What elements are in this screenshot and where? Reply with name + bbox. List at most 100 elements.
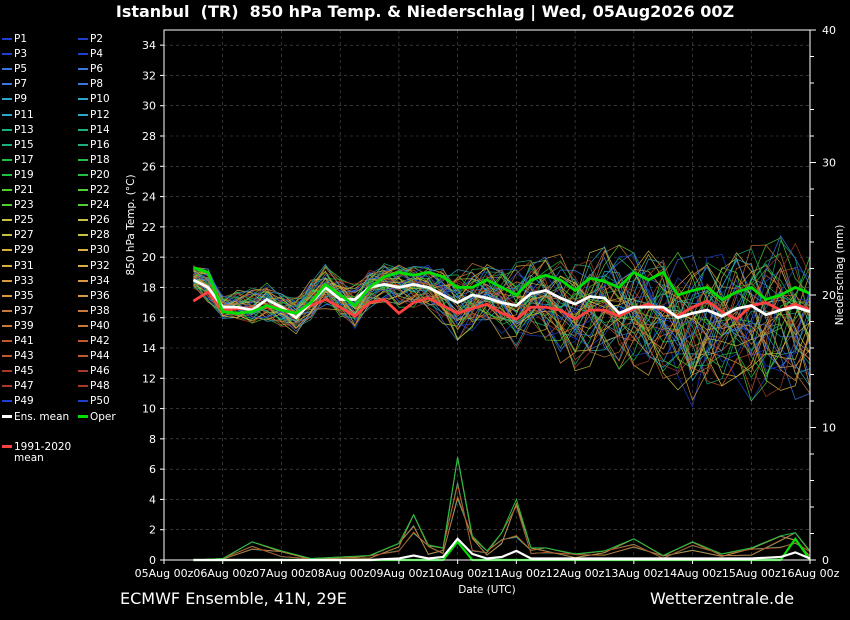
- precip-member-line: [193, 496, 811, 561]
- legend-item-p43: P43: [2, 349, 34, 363]
- legend-swatch: [2, 53, 12, 56]
- legend-swatch: [78, 53, 88, 56]
- legend-label: P9: [14, 93, 28, 106]
- y-right-tick-label: 10: [822, 422, 836, 435]
- legend-label: P6: [90, 63, 104, 76]
- legend-label: P2: [90, 33, 104, 45]
- y-right-axis-label: Niederschlag (mm): [834, 225, 846, 326]
- y-right-tick-label: 30: [822, 157, 836, 170]
- legend-swatch: [78, 158, 88, 161]
- legend-label: P5: [14, 63, 28, 76]
- legend-item-p20: P20: [78, 168, 110, 182]
- legend-swatch: [2, 355, 12, 358]
- member-line-P50: [193, 235, 811, 347]
- legend-label: P12: [90, 108, 110, 121]
- legend-swatch: [2, 264, 12, 267]
- x-tick-label: 09Aug 00z: [370, 567, 429, 580]
- y-right-tick-label: 20: [822, 289, 836, 302]
- legend-swatch: [78, 324, 88, 327]
- legend-swatch: [78, 234, 88, 237]
- legend-swatch: [78, 385, 88, 388]
- legend-label: P42: [90, 335, 110, 347]
- legend-label: P16: [90, 138, 110, 151]
- y-left-tick-label: 24: [142, 191, 156, 204]
- legend-item-p35: P35: [2, 289, 34, 303]
- legend-swatch: [78, 370, 88, 373]
- legend-swatch: [2, 294, 12, 297]
- legend-item-p10: P10: [78, 92, 110, 106]
- legend-swatch: [78, 294, 88, 297]
- member-line-P22: [193, 276, 811, 394]
- legend-swatch: [2, 415, 12, 418]
- x-tick-label: 07Aug 00z: [252, 567, 311, 580]
- legend-label: P49: [14, 395, 34, 408]
- y-right-tick-label: 0: [822, 554, 829, 567]
- precip-member-line: [193, 494, 811, 561]
- precip-member-line: [193, 497, 811, 561]
- legend-label: P34: [90, 274, 110, 287]
- legend-swatch: [78, 204, 88, 207]
- legend-label: P3: [14, 48, 28, 61]
- x-tick-label: 16Aug 00z: [781, 567, 840, 580]
- x-tick-label: 06Aug 00z: [193, 567, 252, 580]
- legend-swatch: [2, 400, 12, 403]
- page-title: Istanbul (TR) 850 hPa Temp. & Niederschl…: [115, 2, 735, 21]
- legend-label: P31: [14, 259, 34, 272]
- legend-item-p44: P44: [78, 349, 110, 363]
- legend-label: P41: [14, 335, 34, 347]
- legend-item-p29: P29: [2, 243, 34, 257]
- legend-item-p33: P33: [2, 274, 34, 288]
- legend-item-p38: P38: [78, 304, 110, 318]
- legend-label: P37: [14, 304, 34, 317]
- member-line-P43: [193, 267, 811, 391]
- legend-swatch: [78, 128, 88, 131]
- legend-label: P21: [14, 184, 34, 196]
- legend-label: P50: [90, 395, 110, 408]
- legend-item-p1: P1: [2, 32, 27, 46]
- legend-label: P48: [90, 380, 110, 393]
- y-right-tick-label: 40: [822, 24, 836, 37]
- member-line-P49: [193, 253, 811, 357]
- x-tick-label: 14Aug 00z: [663, 567, 722, 580]
- legend-label: P30: [90, 244, 110, 257]
- legend-swatch: [78, 340, 88, 342]
- y-left-tick-label: 30: [142, 100, 156, 113]
- legend-label: P7: [14, 78, 28, 91]
- legend-swatch: [78, 309, 88, 312]
- legend-label: P18: [90, 153, 110, 166]
- footer-source: ECMWF Ensemble, 41N, 29E: [120, 589, 347, 608]
- legend-swatch: [2, 98, 12, 101]
- legend-item-p3: P3: [2, 47, 27, 61]
- legend-swatch: [78, 279, 88, 282]
- legend-swatch: [78, 355, 88, 358]
- footer-site: Wetterzentrale.de: [650, 589, 795, 608]
- legend-swatch: [78, 173, 88, 176]
- legend-label: P32: [90, 259, 110, 272]
- legend-item-p39: P39: [2, 319, 34, 333]
- legend-swatch: [78, 415, 88, 418]
- legend-label: P44: [90, 350, 110, 363]
- precip-member-line: [193, 483, 811, 561]
- legend-label: P47: [14, 380, 34, 393]
- precip-member-line: [193, 485, 811, 561]
- legend-label: P20: [90, 168, 110, 181]
- legend-label: P23: [14, 199, 34, 212]
- precip-member-line: [193, 484, 811, 561]
- legend-label: P8: [90, 78, 104, 91]
- legend-item-p15: P15: [2, 138, 34, 152]
- series-lines: [192, 266, 811, 321]
- y-left-tick-label: 10: [142, 403, 156, 416]
- legend-item-p7: P7: [2, 77, 27, 91]
- legend-swatch: [78, 143, 88, 146]
- legend-item-p48: P48: [78, 379, 110, 393]
- x-tick-label: 05Aug 00z: [135, 567, 194, 580]
- legend-item-ens-mean: Ens. mean: [2, 410, 69, 424]
- legend-label: P1: [14, 33, 28, 45]
- legend-item-oper: Oper: [78, 410, 116, 424]
- legend-label: P4: [90, 48, 104, 61]
- legend-label: P27: [14, 229, 34, 242]
- y-left-tick-label: 18: [142, 281, 156, 294]
- legend-swatch: [2, 189, 12, 191]
- legend-swatch: [2, 445, 12, 449]
- legend-swatch: [2, 309, 12, 312]
